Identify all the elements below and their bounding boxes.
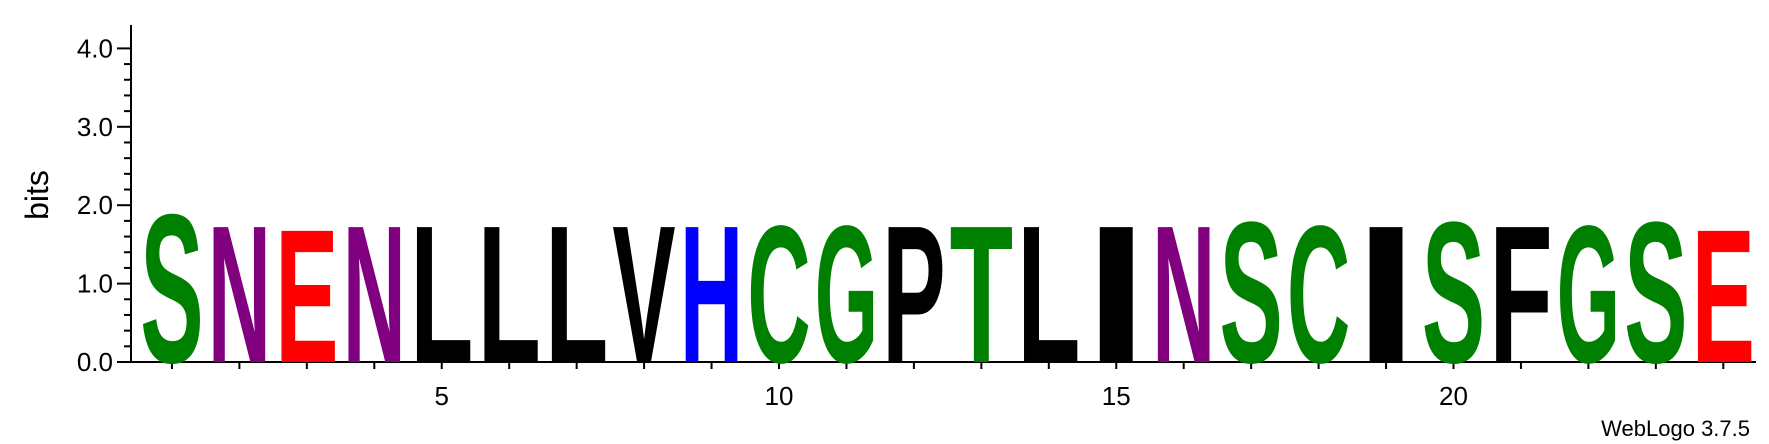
logo-letter-I-pos-15: I (1085, 185, 1148, 404)
y-axis-title: bits (19, 170, 55, 220)
logo-letter-G-pos-22: G (1557, 184, 1620, 403)
y-axis: 0.0 1.0 2.0 3.0 4.0 bits (19, 25, 132, 377)
logo-letter-V-pos-8: V (612, 185, 675, 404)
y-tick-label: 4.0 (77, 33, 113, 63)
logo-letter-L-pos-14: L (1017, 186, 1080, 405)
logo-letter-N-pos-2: N (208, 186, 271, 404)
y-axis-ticks: 0.0 1.0 2.0 3.0 4.0 (77, 33, 131, 377)
logo-letter-C-pos-18: C (1287, 186, 1350, 404)
logo-letter-P-pos-12: P (882, 185, 945, 404)
y-tick-label: 0.0 (77, 347, 113, 377)
logo-letter-H-pos-9: H (680, 186, 743, 404)
logo-letter-S-pos-23: S (1624, 180, 1687, 405)
logo-letter-N-pos-4: N (343, 186, 406, 404)
logo-letter-G-pos-11: G (815, 184, 878, 403)
x-tick-label: 15 (1102, 381, 1131, 411)
logo-letter-I-pos-19: I (1354, 185, 1417, 404)
weblogo-version-label: WebLogo 3.7.5 (1601, 416, 1750, 441)
logo-letter-S-pos-17: S (1219, 180, 1282, 405)
x-axis-ticks: 5 10 15 20 (170, 362, 1725, 411)
logo-letter-N-pos-16: N (1152, 186, 1215, 404)
x-axis: 5 10 15 20 (131, 361, 1756, 411)
logo-letter-E-pos-3: E (275, 190, 338, 403)
logo-letter-L-pos-7: L (545, 186, 608, 405)
logo-letter-C-pos-10: C (747, 186, 810, 404)
logo-letter-T-pos-13: T (950, 186, 1013, 405)
x-tick-label: 10 (765, 381, 794, 411)
logo-letter-E-pos-24: E (1692, 190, 1755, 403)
logo-letter-S-pos-20: S (1422, 180, 1485, 405)
y-tick-label: 3.0 (77, 112, 113, 142)
logo-letter-F-pos-21: F (1489, 186, 1552, 405)
x-tick-label: 20 (1439, 381, 1468, 411)
logo-letter-S-pos-1: S (140, 170, 203, 407)
y-tick-label: 2.0 (77, 190, 113, 220)
x-tick-label: 5 (435, 381, 449, 411)
logo-letter-L-pos-5: L (410, 186, 473, 405)
logo-letter-L-pos-6: L (477, 186, 540, 405)
y-tick-label: 1.0 (77, 269, 113, 299)
